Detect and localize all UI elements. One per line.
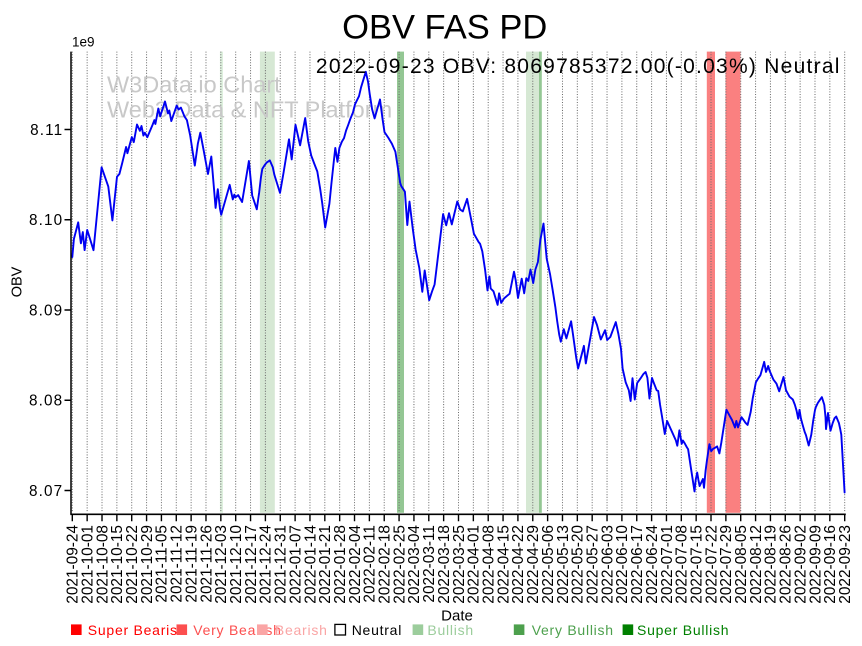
svg-text:Very Bullish: Very Bullish (532, 622, 614, 638)
svg-text:1e9: 1e9 (72, 34, 95, 49)
svg-text:2022-08-12: 2022-08-12 (748, 525, 765, 604)
svg-text:2022-07-08: 2022-07-08 (674, 525, 691, 604)
svg-text:Bearish: Bearish (275, 622, 328, 638)
svg-text:2022-03-11: 2022-03-11 (421, 525, 438, 603)
svg-text:2022-06-24: 2022-06-24 (644, 525, 661, 604)
svg-text:2022-03-04: 2022-03-04 (406, 525, 423, 604)
svg-text:2021-11-05: 2021-11-05 (154, 525, 171, 603)
svg-text:2022-05-06: 2022-05-06 (540, 525, 557, 604)
svg-text:8.11: 8.11 (30, 122, 63, 139)
svg-text:2021-11-12: 2021-11-12 (169, 525, 186, 603)
svg-text:2021-12-03: 2021-12-03 (213, 525, 230, 604)
svg-text:2021-12-24: 2021-12-24 (258, 525, 275, 604)
svg-text:2021-11-26: 2021-11-26 (198, 525, 215, 603)
svg-text:2022-02-25: 2022-02-25 (391, 525, 408, 604)
svg-text:2022-05-20: 2022-05-20 (570, 525, 587, 604)
svg-text:2022-06-17: 2022-06-17 (629, 525, 646, 604)
svg-text:Bullish: Bullish (427, 622, 474, 638)
svg-text:Super Bearish: Super Bearish (88, 622, 186, 638)
svg-text:2021-10-01: 2021-10-01 (79, 525, 96, 604)
svg-text:W3Data.io Chart: W3Data.io Chart (107, 72, 281, 98)
svg-text:2022-09-09: 2022-09-09 (807, 525, 824, 604)
svg-text:8.09: 8.09 (29, 302, 63, 319)
svg-text:2022-03-18: 2022-03-18 (436, 525, 453, 604)
svg-text:OBV FAS PD: OBV FAS PD (342, 9, 547, 47)
svg-text:Neutral: Neutral (352, 622, 402, 638)
svg-text:2022-08-26: 2022-08-26 (778, 525, 795, 604)
svg-text:2022-09-23: 2022-09-23 (837, 525, 854, 604)
svg-text:2022-02-04: 2022-02-04 (347, 525, 364, 604)
svg-text:2021-10-22: 2021-10-22 (124, 525, 141, 604)
svg-text:8.10: 8.10 (29, 212, 63, 229)
svg-text:8.07: 8.07 (29, 483, 63, 500)
svg-text:Date: Date (441, 608, 473, 625)
svg-text:2022-09-23 OBV: 8069785372.00(: 2022-09-23 OBV: 8069785372.00(-0.03%) Ne… (316, 55, 841, 78)
svg-text:2022-04-15: 2022-04-15 (495, 525, 512, 604)
svg-text:2022-04-22: 2022-04-22 (510, 525, 527, 604)
svg-text:2022-07-15: 2022-07-15 (688, 525, 705, 604)
svg-text:8.08: 8.08 (29, 393, 63, 410)
svg-text:2022-08-19: 2022-08-19 (763, 525, 780, 604)
svg-text:2022-01-21: 2022-01-21 (317, 525, 334, 604)
svg-text:2022-03-25: 2022-03-25 (451, 525, 468, 604)
svg-text:2022-02-11: 2022-02-11 (362, 525, 379, 603)
svg-text:2022-01-07: 2022-01-07 (287, 525, 304, 604)
svg-text:2022-07-29: 2022-07-29 (718, 525, 735, 604)
svg-text:2022-04-01: 2022-04-01 (466, 525, 483, 604)
svg-text:2022-04-29: 2022-04-29 (525, 525, 542, 604)
svg-text:2021-12-17: 2021-12-17 (243, 525, 260, 604)
svg-text:Super Bullish: Super Bullish (637, 622, 729, 638)
svg-text:Web3 Data & NFT Platform: Web3 Data & NFT Platform (107, 97, 392, 123)
svg-text:2022-07-22: 2022-07-22 (703, 525, 720, 604)
svg-text:2022-06-10: 2022-06-10 (614, 525, 631, 604)
svg-text:2021-12-31: 2021-12-31 (273, 525, 290, 604)
svg-text:2022-06-03: 2022-06-03 (599, 525, 616, 604)
svg-text:2022-08-05: 2022-08-05 (733, 525, 750, 604)
svg-text:2022-04-08: 2022-04-08 (481, 525, 498, 604)
svg-text:2021-11-19: 2021-11-19 (183, 525, 200, 603)
svg-text:OBV: OBV (10, 266, 26, 297)
svg-text:2021-10-08: 2021-10-08 (94, 525, 111, 604)
svg-text:2022-09-02: 2022-09-02 (792, 525, 809, 604)
svg-text:2021-10-29: 2021-10-29 (139, 525, 156, 604)
svg-text:Very Bearish: Very Bearish (193, 622, 281, 638)
svg-text:2022-02-18: 2022-02-18 (377, 525, 394, 604)
svg-text:2022-01-14: 2022-01-14 (302, 525, 319, 604)
svg-text:2022-07-01: 2022-07-01 (659, 525, 676, 604)
svg-text:2022-05-13: 2022-05-13 (555, 525, 572, 604)
svg-text:2022-09-16: 2022-09-16 (822, 525, 839, 604)
svg-text:2022-01-28: 2022-01-28 (332, 525, 349, 604)
svg-text:2021-10-15: 2021-10-15 (109, 525, 126, 604)
svg-text:2021-09-24: 2021-09-24 (65, 525, 82, 604)
svg-text:2022-05-27: 2022-05-27 (584, 525, 601, 604)
svg-text:2021-12-10: 2021-12-10 (228, 525, 245, 604)
